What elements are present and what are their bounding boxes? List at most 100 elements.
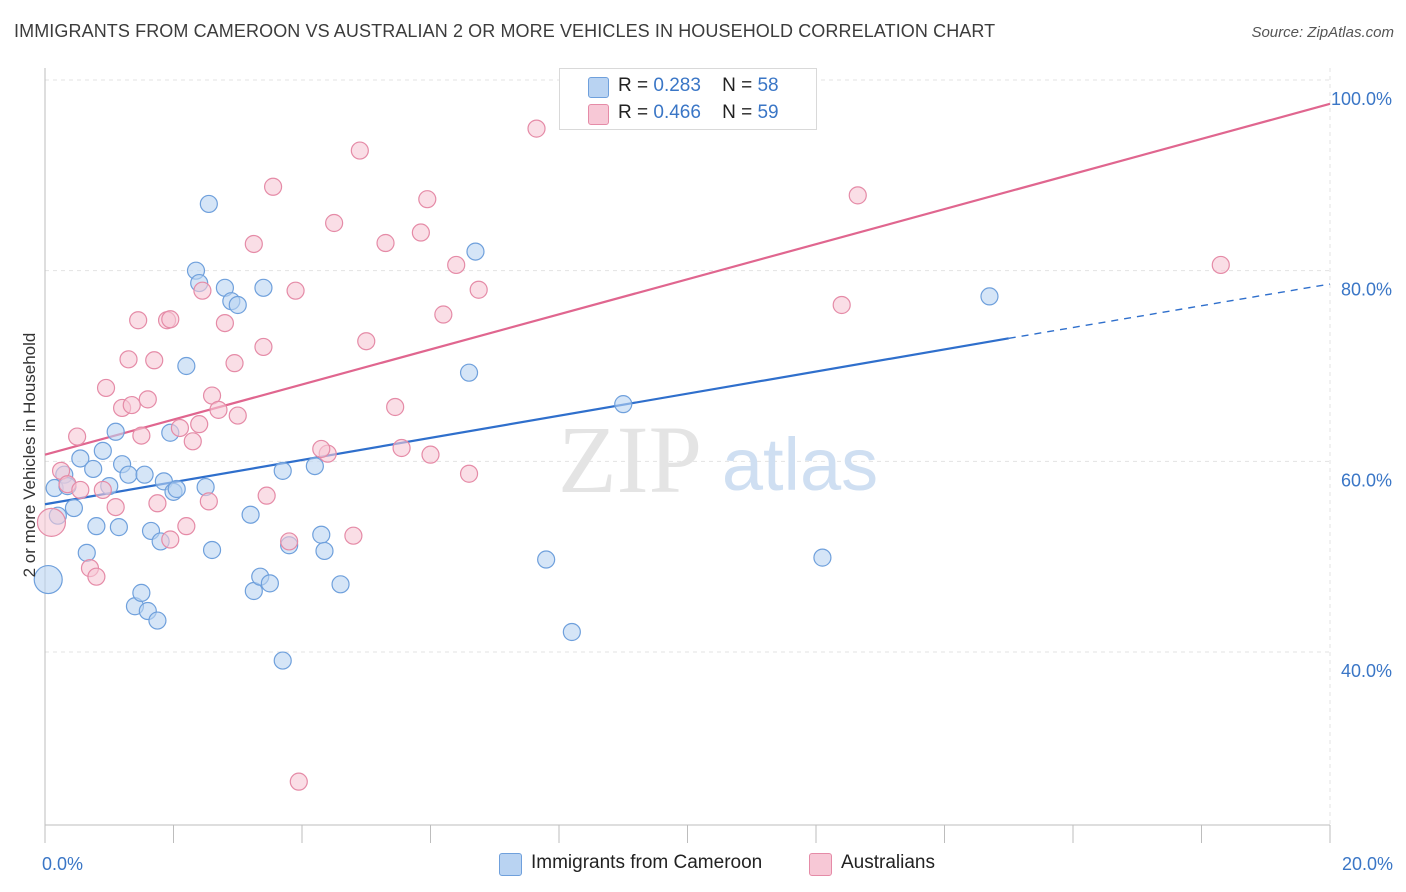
trend-line-cameroon-projection [1008,283,1331,340]
data-point [254,278,273,297]
data-point [350,141,369,160]
data-point [447,255,466,275]
data-point [466,242,485,261]
watermark-atlas: atlas [722,423,878,506]
legend-swatch-blue [588,77,609,98]
data-point [312,439,331,459]
data-point [84,459,103,479]
trend-line-cameroon [44,337,1009,506]
y-tick-label: 60.0% [1341,470,1392,490]
data-point [199,194,218,214]
data-point [209,400,228,419]
data-point [129,311,148,330]
bottom-legend-label: Australians [841,852,935,873]
data-point [286,281,305,300]
data-point [562,622,581,642]
data-point [614,395,633,414]
legend-n-value: 59 [757,102,779,123]
y-axis-label: 2 or more Vehicles in Household [20,333,39,578]
tick-labels: 40.0% 60.0% 80.0% 100.0% 0.0% 20.0% [42,89,1393,874]
legend-r-value: 0.283 [653,75,701,96]
chart-title: IMMIGRANTS FROM CAMEROON VS AUSTRALIAN 2… [14,21,996,41]
data-point [260,574,279,593]
data-point [312,525,331,544]
data-point [244,234,263,254]
data-point [421,445,440,464]
bottom-legend-swatch-pink [809,853,832,876]
legend-n-label: N = [722,102,753,123]
data-point [832,295,851,315]
data-point [93,441,112,460]
data-point [68,427,87,446]
data-point [469,280,488,299]
y-tick-label: 100.0% [1331,89,1392,109]
data-point [215,314,234,333]
data-point [305,457,324,476]
data-point [161,530,180,549]
data-point [325,213,344,233]
y-tick-label: 40.0% [1341,661,1392,681]
data-point [87,567,106,586]
watermark-zip: ZIP [558,406,702,513]
data-point [263,177,283,196]
data-point [119,465,138,484]
data-point [93,480,112,500]
source-label: Source: ZipAtlas.com [1251,24,1394,41]
data-point [190,415,209,434]
axes [44,68,1331,843]
bottom-legend-swatch-blue [499,853,522,876]
data-point [331,575,350,594]
data-point [148,494,167,513]
data-point [202,540,222,560]
data-point [280,532,299,551]
x-tick-label: 20.0% [1342,854,1393,874]
data-point [848,186,867,205]
data-point [273,461,292,480]
data-point [386,397,405,417]
series-immigrants-from-cameroon [33,70,999,670]
data-point [177,356,196,376]
data-point [135,465,154,484]
data-point [87,517,106,536]
data-point [183,432,202,451]
legend-n-label: N = [722,75,753,96]
data-point [434,305,453,324]
data-point [980,287,999,306]
data-point [537,550,556,569]
data-point [1211,255,1230,275]
data-point [257,486,276,505]
data-point [392,438,411,458]
data-point [344,526,363,545]
correlation-legend: R = 0.283 N = 58 R = 0.466 N = 59 [559,68,817,130]
legend-r-label: R = [618,75,649,96]
data-point [376,233,395,253]
data-point [96,378,116,398]
data-point [254,337,273,357]
x-tick-label: 0.0% [42,854,83,874]
data-point [193,281,212,300]
legend-n-value: 58 [757,75,779,96]
data-point [33,564,63,595]
data-point [177,517,196,536]
data-point [71,449,90,468]
data-point [138,390,157,409]
data-point [122,395,141,415]
data-point [132,426,151,445]
data-point [527,119,546,138]
data-point [459,464,479,483]
trend-line-australians [44,102,1331,456]
data-point [161,310,180,329]
data-point [199,492,218,511]
data-point [411,223,430,242]
data-point [315,541,334,561]
data-point [418,190,437,209]
legend-r-value: 0.466 [653,102,701,123]
data-point [145,351,164,370]
data-point [289,772,308,791]
data-point [170,418,190,438]
watermark: ZIP atlas [558,406,878,513]
data-point [273,651,292,670]
data-point [459,363,479,382]
data-point [148,611,167,630]
